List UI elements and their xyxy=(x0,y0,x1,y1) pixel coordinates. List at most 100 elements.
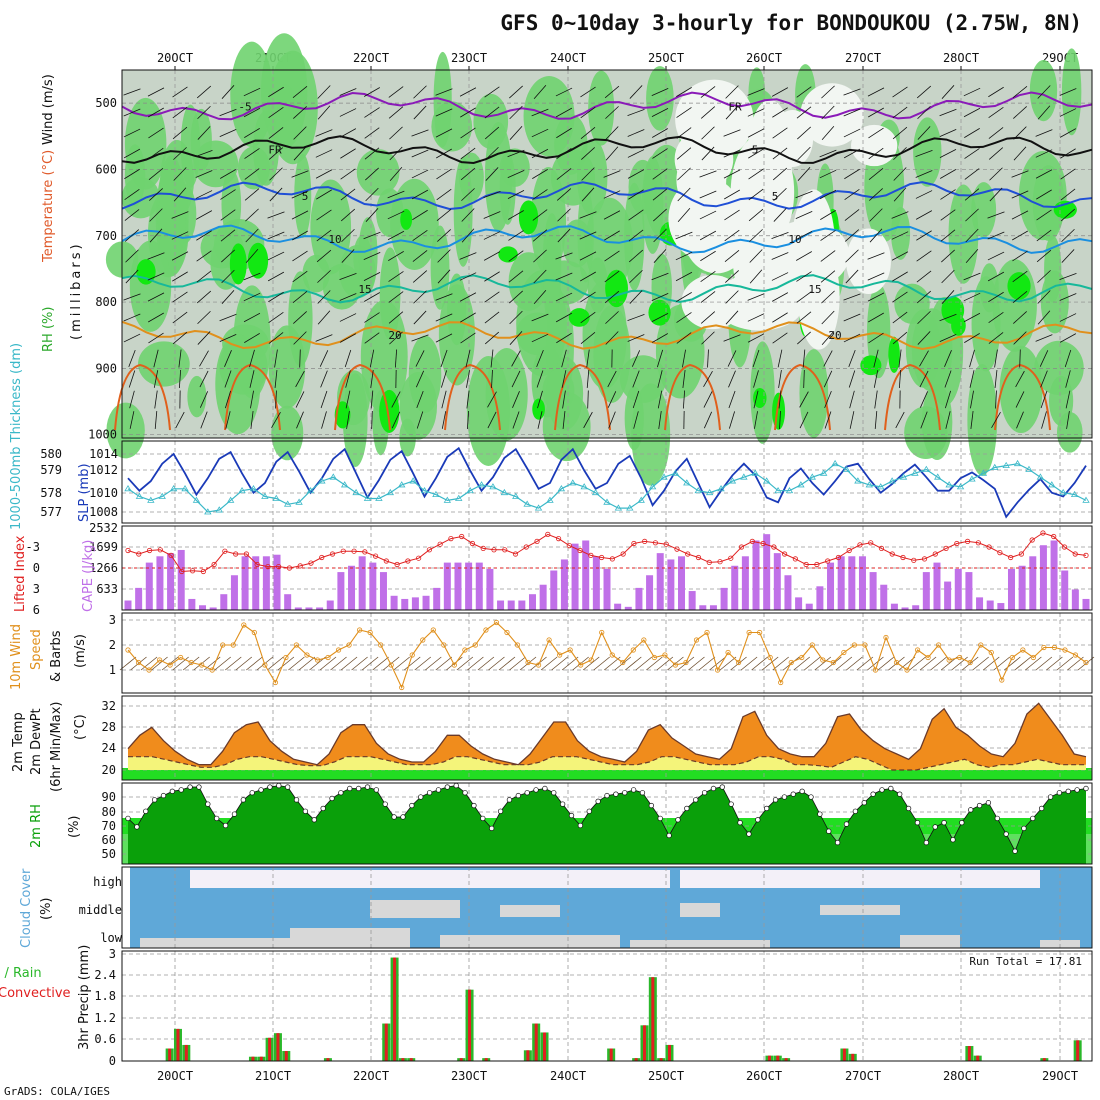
wind-barb xyxy=(533,84,547,100)
rh2m-point xyxy=(968,807,974,813)
wind-barb xyxy=(172,331,188,345)
rh2m-point xyxy=(320,805,326,812)
rh2m-tick-label: 50 xyxy=(102,847,116,861)
lifted-index-point xyxy=(534,538,540,545)
wind-barb xyxy=(965,248,979,264)
wind-barb xyxy=(772,127,788,139)
cape-bar xyxy=(837,556,845,610)
wind-barb xyxy=(604,230,620,241)
wind-barb xyxy=(1059,313,1077,322)
cape-bar xyxy=(135,587,143,610)
wind10m-barb xyxy=(1046,656,1063,671)
wind-barb xyxy=(128,370,136,388)
precip-convective-bar xyxy=(1076,1040,1080,1061)
wind-barb xyxy=(676,292,692,302)
wind-barb xyxy=(363,251,381,261)
wind-barb xyxy=(604,85,620,99)
rh-contour-fill xyxy=(867,284,891,379)
date-label-bottom: 26OCT xyxy=(746,1069,782,1083)
wind-barb xyxy=(969,370,975,388)
wind10m-point xyxy=(378,642,384,648)
wind-barb xyxy=(867,252,885,260)
precip-convective-bar xyxy=(634,1058,638,1061)
wind-barb xyxy=(627,109,645,116)
cloud-level-low: low xyxy=(100,931,122,945)
wind10m-barb xyxy=(919,656,937,671)
wind10m-label-2: Speed xyxy=(29,629,44,670)
wind-barb xyxy=(556,332,572,344)
cape-tick-label: 2532 xyxy=(89,521,118,535)
wind-barb xyxy=(364,332,380,344)
wind-barb xyxy=(772,167,788,181)
wind-barb xyxy=(125,249,139,263)
wind10m-point xyxy=(135,659,142,666)
wind-barb xyxy=(939,108,957,117)
rh2m-point xyxy=(311,817,317,823)
wind-barb xyxy=(1039,350,1049,367)
rh2m-point xyxy=(568,812,575,819)
wind10m-point xyxy=(925,654,931,661)
lifted-index-point xyxy=(512,551,519,557)
wind-barb xyxy=(603,190,621,199)
wind-barb xyxy=(583,411,593,429)
wind-barb xyxy=(725,270,739,283)
wind10m-point xyxy=(272,679,278,686)
wind10m-barb xyxy=(488,656,505,671)
lifted-index-point xyxy=(1040,530,1046,536)
wind-barb xyxy=(389,126,403,140)
cape-label: CAPE (J/kg) xyxy=(81,540,96,612)
wind-barb xyxy=(941,85,955,99)
wind-barb xyxy=(291,210,309,220)
temp2m-label-1: 2m Temp xyxy=(11,712,26,772)
wind-barb xyxy=(197,126,211,140)
thickness-point xyxy=(181,485,189,492)
wind-barb xyxy=(773,187,787,202)
wind10m-point xyxy=(588,657,594,663)
thickness-tick-label: 579 xyxy=(40,463,62,477)
lifted-index-point xyxy=(1051,533,1057,540)
wind-barb xyxy=(604,290,620,304)
precip-convective-bar xyxy=(842,1048,846,1061)
wind-barb xyxy=(172,271,188,282)
wind-barb xyxy=(848,370,856,388)
wind10m-barb xyxy=(667,656,684,671)
lifted-index-point xyxy=(146,547,153,554)
wind-barb xyxy=(752,349,760,368)
wind-barb xyxy=(604,250,620,262)
cape-bar xyxy=(795,597,803,610)
wind-barb xyxy=(940,209,956,221)
wind-barb xyxy=(435,128,453,138)
thickness-point xyxy=(489,483,497,490)
thickness-point xyxy=(751,469,759,476)
wind10m-point xyxy=(914,647,921,653)
wind-barb xyxy=(339,273,357,280)
wind-barb xyxy=(391,391,401,408)
rh-contour-fill xyxy=(516,312,560,356)
wind-barb xyxy=(483,231,501,240)
wind-barb xyxy=(195,150,213,157)
wind10m-barb xyxy=(130,656,147,671)
wind-barb xyxy=(148,332,164,344)
wind-barb xyxy=(244,168,260,180)
wind10m-point xyxy=(746,629,752,636)
wind-barb xyxy=(224,390,232,409)
thickness-point xyxy=(306,486,315,494)
cape-bar xyxy=(284,594,292,610)
rh2m-area xyxy=(128,785,1086,864)
wind-barb xyxy=(249,349,255,368)
precip-convective-bar xyxy=(401,1058,405,1061)
lifted-index-point xyxy=(588,552,594,559)
rh2m-point xyxy=(622,790,628,796)
rh2m-point xyxy=(950,837,956,843)
wind-barb xyxy=(581,147,595,160)
thickness-point xyxy=(455,494,463,501)
pressure-tick-label: 900 xyxy=(95,361,117,375)
wind-barb xyxy=(364,127,380,139)
wind10m-point xyxy=(262,662,268,668)
wind10m-barb xyxy=(361,656,379,671)
wind-barb xyxy=(561,370,567,388)
rh-contour-fill xyxy=(124,144,146,207)
wind-barb xyxy=(580,311,596,324)
wind-barb xyxy=(700,311,716,324)
wind-barb xyxy=(682,349,686,368)
